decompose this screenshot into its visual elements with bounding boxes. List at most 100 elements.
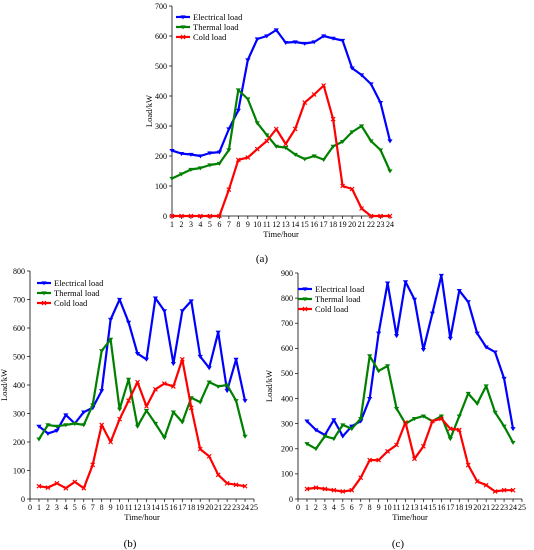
point-marker <box>492 350 498 355</box>
x-tick-label: 18 <box>187 503 195 512</box>
point-marker <box>179 356 185 362</box>
point-marker <box>456 288 462 293</box>
point-marker <box>387 169 393 174</box>
x-tick-label: 15 <box>160 503 168 512</box>
point-marker <box>54 429 60 433</box>
point-marker <box>283 141 289 147</box>
x-tick-label: 3 <box>55 503 59 512</box>
point-marker <box>264 138 270 144</box>
point-marker <box>321 34 327 39</box>
point-marker <box>438 416 444 422</box>
series-line <box>38 338 247 440</box>
point-marker <box>245 155 251 160</box>
point-marker <box>264 34 270 39</box>
point-marker <box>367 354 373 359</box>
series-thermal-load <box>36 337 248 442</box>
x-tick-label: 20 <box>205 503 213 512</box>
x-tick-label: 3 <box>323 503 327 512</box>
point-marker <box>447 336 453 341</box>
point-marker <box>170 384 176 389</box>
point-marker <box>385 448 391 454</box>
y-axis-label: Load/kW <box>144 95 154 127</box>
point-marker <box>367 457 373 463</box>
point-marker <box>456 414 462 419</box>
point-marker <box>387 213 393 219</box>
point-marker <box>292 126 298 132</box>
point-marker <box>99 389 105 394</box>
point-marker <box>340 434 346 439</box>
point-marker <box>126 398 131 404</box>
point-marker <box>349 66 355 71</box>
x-tick-label: 0 <box>28 503 32 512</box>
x-tick-label: 11 <box>263 220 271 229</box>
point-marker <box>215 330 221 335</box>
point-marker <box>331 487 337 493</box>
point-marker <box>63 413 69 418</box>
y-tick-label: 200 <box>281 445 293 454</box>
point-marker <box>358 73 365 78</box>
point-marker <box>224 480 230 486</box>
point-marker <box>403 419 408 425</box>
point-marker <box>302 157 308 162</box>
point-marker <box>321 158 327 162</box>
point-marker <box>188 213 194 219</box>
x-tick-label: 13 <box>282 220 290 229</box>
x-tick-label: 14 <box>419 503 427 512</box>
point-marker <box>108 337 114 342</box>
point-marker <box>349 424 355 429</box>
point-marker <box>402 280 409 285</box>
point-marker <box>180 34 186 40</box>
point-marker <box>215 384 221 389</box>
point-marker <box>90 403 96 408</box>
point-marker <box>377 101 384 105</box>
y-tick-label: 200 <box>155 152 167 161</box>
x-tick-label: 12 <box>402 503 410 512</box>
point-marker <box>242 434 248 439</box>
y-tick-label: 100 <box>281 470 293 479</box>
x-tick-label: 17 <box>320 220 328 229</box>
legend-entry: Cold load <box>54 298 88 308</box>
x-tick-label: 17 <box>446 503 454 512</box>
point-marker <box>292 40 298 45</box>
x-tick-label: 2 <box>179 220 183 229</box>
y-tick-label: 400 <box>13 381 25 390</box>
x-tick-label: 4 <box>64 503 68 512</box>
legend-entry: Thermal load <box>315 294 361 304</box>
point-marker <box>368 139 374 144</box>
point-marker <box>304 486 310 492</box>
point-marker <box>206 453 212 459</box>
point-marker <box>349 186 355 192</box>
point-marker <box>235 88 241 93</box>
y-tick-label: 600 <box>13 324 25 333</box>
x-tick-label: 7 <box>359 503 363 512</box>
point-marker <box>143 357 150 362</box>
point-marker <box>36 437 42 442</box>
y-tick-label: 0 <box>21 495 25 504</box>
point-marker <box>349 487 355 493</box>
point-marker <box>198 213 203 219</box>
point-marker <box>188 299 194 304</box>
point-marker <box>340 489 346 494</box>
point-marker <box>41 291 47 296</box>
point-marker <box>474 478 480 484</box>
point-marker <box>188 152 194 157</box>
point-marker <box>108 317 114 322</box>
point-marker <box>215 472 221 478</box>
y-tick-label: 700 <box>13 295 25 304</box>
point-marker <box>235 157 241 163</box>
x-tick-label: 23 <box>377 220 385 229</box>
x-tick-label: 16 <box>310 220 318 229</box>
series-thermal-load <box>169 88 393 181</box>
point-marker <box>377 148 384 153</box>
point-marker <box>322 434 328 439</box>
legend-entry: Thermal load <box>193 22 239 32</box>
point-marker <box>242 483 248 489</box>
x-tick-label: 10 <box>253 220 261 229</box>
legend-entry: Electrical load <box>193 12 243 22</box>
x-tick-label: 9 <box>246 220 250 229</box>
point-marker <box>492 489 498 494</box>
x-tick-label: 5 <box>341 503 345 512</box>
